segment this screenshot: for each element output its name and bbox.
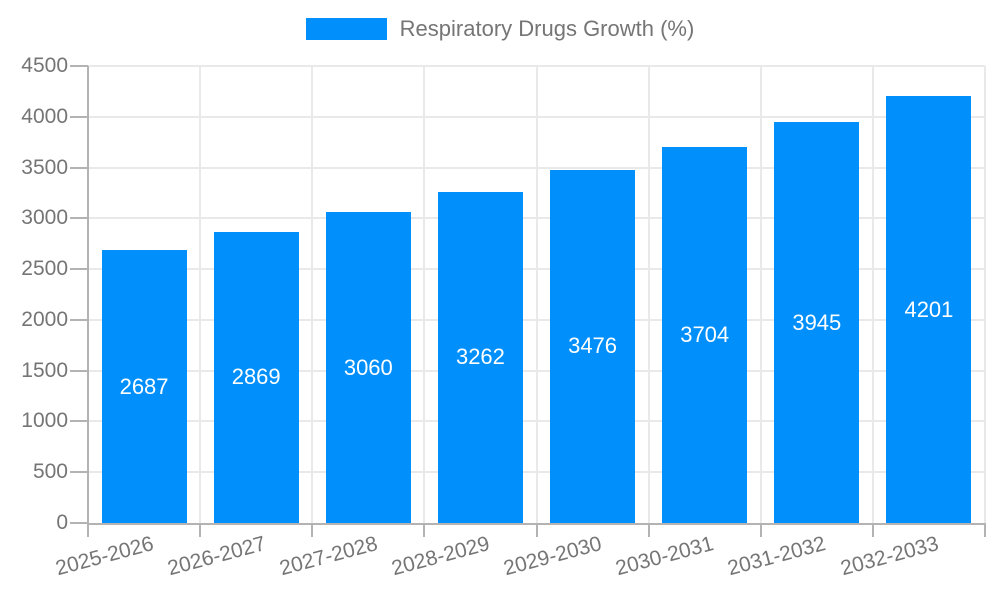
x-tick-label: 2029-2030 bbox=[501, 532, 605, 581]
legend-swatch bbox=[305, 18, 387, 40]
bar[interactable] bbox=[325, 212, 411, 523]
y-tick-label: 1000 bbox=[21, 409, 68, 433]
y-tick-label: 2500 bbox=[21, 257, 68, 281]
y-axis-tick bbox=[70, 65, 88, 67]
v-gridline bbox=[647, 66, 650, 523]
bar[interactable] bbox=[886, 96, 972, 523]
v-gridline bbox=[871, 66, 874, 523]
y-axis-tick bbox=[70, 115, 88, 118]
y-axis-line bbox=[87, 66, 89, 525]
bar-value-label: 3476 bbox=[568, 333, 618, 359]
x-axis-tick bbox=[984, 523, 986, 537]
y-axis-tick bbox=[70, 522, 88, 524]
bar-value-label: 3262 bbox=[455, 344, 505, 370]
bar[interactable] bbox=[213, 231, 299, 523]
legend[interactable]: Respiratory Drugs Growth (%) bbox=[0, 16, 1000, 42]
x-axis-tick bbox=[647, 523, 650, 537]
bar-value-label: 2687 bbox=[119, 373, 169, 399]
x-axis-tick bbox=[871, 523, 874, 537]
bar-value-label: 2869 bbox=[231, 364, 281, 390]
bar[interactable] bbox=[437, 191, 523, 523]
x-tick-label: 2030-2031 bbox=[613, 532, 717, 581]
bar-value-label: 3704 bbox=[680, 321, 730, 347]
y-axis-tick bbox=[70, 369, 88, 372]
y-tick-label: 0 bbox=[56, 511, 68, 534]
y-tick-label: 4500 bbox=[21, 54, 68, 77]
y-axis-tick bbox=[70, 166, 88, 169]
x-axis-tick bbox=[759, 523, 762, 537]
x-axis-tick bbox=[199, 523, 202, 537]
x-axis-tick bbox=[535, 523, 538, 537]
y-tick-label: 3500 bbox=[21, 155, 68, 179]
v-gridline bbox=[984, 66, 986, 523]
x-tick-label: 2031-2032 bbox=[725, 532, 829, 581]
x-axis-tick bbox=[311, 523, 314, 537]
y-axis-tick bbox=[70, 217, 88, 220]
y-tick-label: 1500 bbox=[21, 358, 68, 382]
v-gridline bbox=[759, 66, 762, 523]
y-axis-tick bbox=[70, 318, 88, 321]
x-tick-label: 2032-2033 bbox=[837, 532, 941, 581]
x-tick-label: 2027-2028 bbox=[277, 532, 381, 581]
x-axis-tick bbox=[423, 523, 426, 537]
bar[interactable] bbox=[662, 146, 748, 523]
bar-value-label: 4201 bbox=[904, 296, 954, 322]
y-axis-tick bbox=[70, 268, 88, 271]
bar[interactable] bbox=[774, 122, 860, 523]
y-tick-label: 4000 bbox=[21, 104, 68, 128]
y-tick-label: 2000 bbox=[21, 307, 68, 331]
y-tick-label: 500 bbox=[32, 460, 68, 484]
v-gridline bbox=[311, 66, 314, 523]
bar[interactable] bbox=[101, 250, 187, 523]
v-gridline bbox=[535, 66, 538, 523]
v-gridline bbox=[423, 66, 426, 523]
bar-value-label: 3945 bbox=[792, 309, 842, 335]
bar[interactable] bbox=[550, 169, 636, 523]
y-axis-tick bbox=[70, 420, 88, 423]
y-axis-tick bbox=[70, 471, 88, 474]
legend-series-label: Respiratory Drugs Growth (%) bbox=[399, 16, 695, 41]
x-axis-tick bbox=[87, 523, 89, 537]
x-tick-label: 2026-2027 bbox=[164, 532, 268, 581]
bar-value-label: 3060 bbox=[343, 354, 393, 380]
x-tick-label: 2025-2026 bbox=[52, 532, 156, 581]
x-tick-label: 2028-2029 bbox=[389, 532, 493, 581]
v-gridline bbox=[199, 66, 202, 523]
y-tick-label: 3000 bbox=[21, 206, 68, 230]
